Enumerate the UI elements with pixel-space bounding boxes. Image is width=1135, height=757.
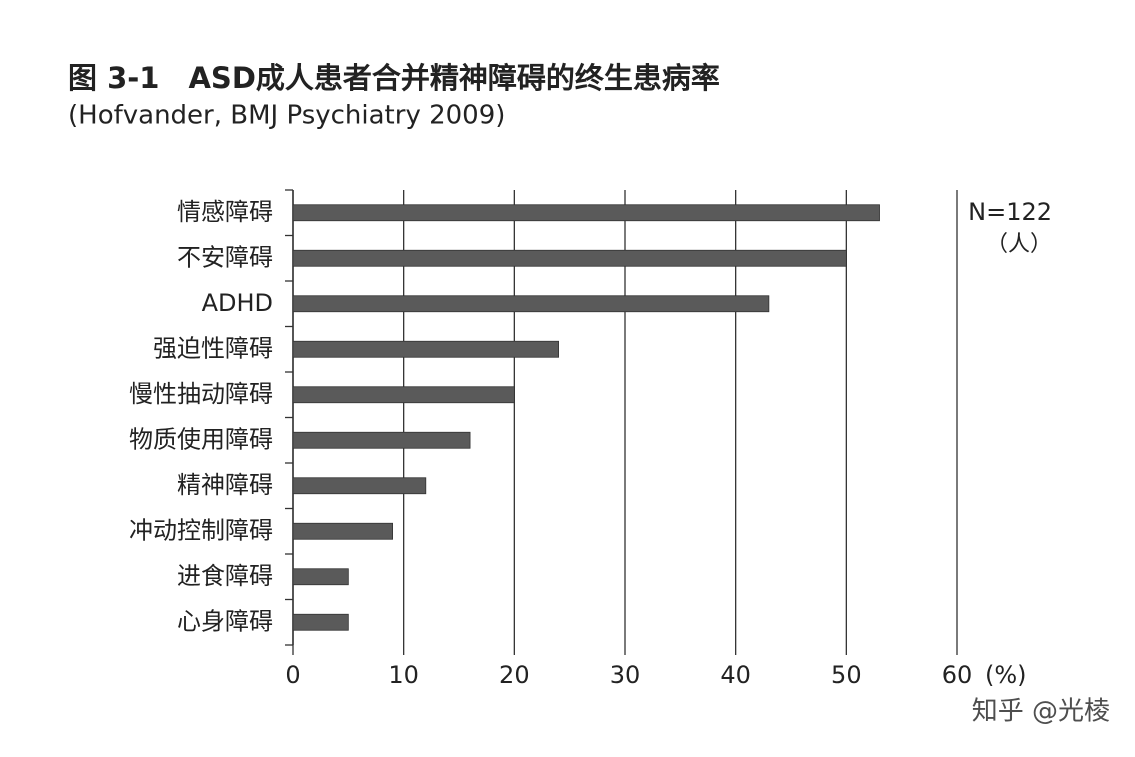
chart-title: 图 3-1 ASD成人患者合并精神障碍的终生患病率: [68, 61, 720, 95]
x-axis-label: (%): [985, 661, 1027, 689]
y-tick-label: 冲动控制障碍: [129, 516, 273, 544]
bar: [292, 477, 427, 495]
bar: [292, 204, 880, 222]
x-tick-label: 0: [285, 661, 300, 689]
bar: [292, 249, 847, 267]
bar: [292, 568, 349, 586]
bar: [292, 340, 560, 358]
x-tick-label: 50: [831, 661, 862, 689]
x-tick-label: 20: [499, 661, 530, 689]
unit-note: （人）: [986, 232, 1052, 257]
y-tick-label: 强迫性障碍: [153, 334, 273, 362]
y-tick-label: 情感障碍: [177, 198, 273, 226]
bar: [292, 386, 515, 404]
x-tick-label: 40: [720, 661, 751, 689]
x-tick-label: 30: [610, 661, 641, 689]
chart-subtitle: (Hofvander, BMJ Psychiatry 2009): [68, 101, 505, 131]
y-tick-label: 物质使用障碍: [129, 425, 273, 453]
sample-size: N=122: [968, 198, 1052, 226]
y-tick-label: ADHD: [202, 289, 273, 317]
bar: [292, 431, 471, 449]
x-tick-label: 10: [388, 661, 419, 689]
y-tick-label: 慢性抽动障碍: [129, 380, 273, 408]
watermark: 知乎 @光棱: [972, 697, 1110, 727]
bar: [292, 295, 770, 313]
y-tick-label: 不安障碍: [177, 243, 273, 271]
bar: [292, 522, 393, 540]
y-tick-label: 精神障碍: [177, 471, 273, 499]
x-tick-label: 60: [942, 661, 973, 689]
y-tick-label: 心身障碍: [177, 607, 273, 635]
bar: [292, 613, 349, 631]
y-tick-label: 进食障碍: [177, 562, 273, 590]
